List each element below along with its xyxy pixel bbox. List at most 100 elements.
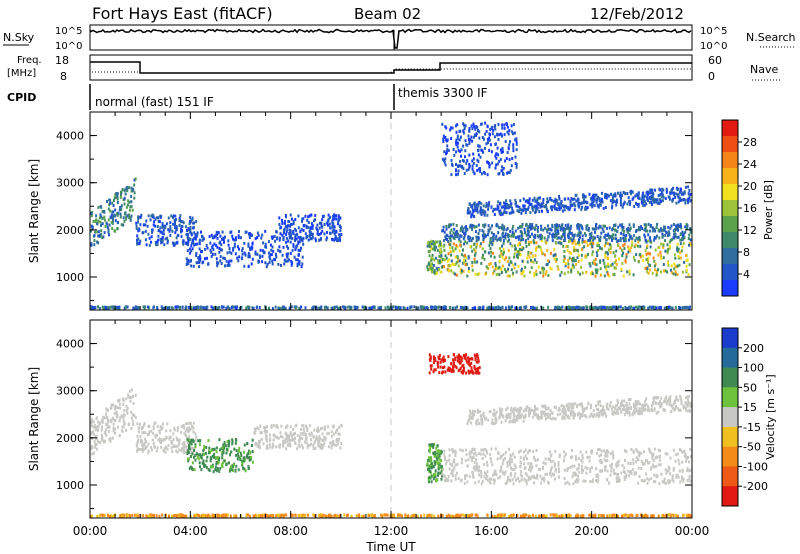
heatmap-cell — [215, 230, 218, 234]
heatmap-cell — [185, 305, 187, 309]
heatmap-cell — [571, 203, 574, 207]
heatmap-cell — [519, 207, 522, 211]
heatmap-cell — [244, 469, 247, 473]
heatmap-cell — [459, 159, 462, 163]
heatmap-cell — [511, 209, 514, 212]
heatmap-cell — [504, 270, 507, 274]
heatmap-cell — [96, 427, 99, 430]
heatmap-cell — [576, 248, 579, 252]
heatmap-cell — [633, 306, 636, 310]
heatmap-cell — [482, 204, 485, 208]
heatmap-cell — [471, 224, 474, 228]
heatmap-cell — [527, 206, 530, 210]
heatmap-cell — [442, 135, 445, 139]
heatmap-cell — [243, 450, 245, 454]
heatmap-cell — [580, 208, 583, 212]
heatmap-cell — [457, 141, 459, 145]
heatmap-cell — [494, 127, 497, 131]
heatmap-cell — [476, 209, 479, 213]
heatmap-cell — [480, 122, 483, 126]
heatmap-cell — [615, 305, 617, 309]
heatmap-cell — [182, 242, 185, 246]
heatmap-cell — [283, 305, 285, 309]
heatmap-cell — [339, 306, 342, 310]
heatmap-cell — [189, 455, 192, 458]
heatmap-cell — [477, 223, 480, 227]
heatmap-cell — [206, 305, 209, 309]
heatmap-cell — [515, 165, 518, 169]
heatmap-cell — [443, 479, 446, 482]
heatmap-cell — [150, 429, 153, 433]
heatmap-cell — [247, 465, 250, 469]
heatmap-cell — [434, 248, 437, 252]
heatmap-cell — [323, 232, 326, 236]
heatmap-cell — [159, 237, 162, 241]
heatmap-cell — [96, 221, 98, 225]
heatmap-cell — [669, 472, 672, 476]
heatmap-cell — [161, 426, 164, 430]
heatmap-cell — [143, 443, 145, 447]
heatmap-cell — [526, 457, 529, 461]
heatmap-cell — [581, 234, 584, 238]
heatmap-cell — [443, 230, 446, 234]
heatmap-cell — [540, 239, 543, 243]
heatmap-cell — [166, 239, 169, 243]
heatmap-cell — [116, 306, 119, 309]
heatmap-cell — [310, 213, 313, 217]
heatmap-cell — [482, 305, 485, 309]
heatmap-cell — [490, 241, 493, 245]
heatmap-cell — [645, 477, 648, 481]
heatmap-cell — [218, 458, 220, 462]
heatmap-cell — [535, 208, 538, 212]
heatmap-cell — [185, 427, 188, 431]
heatmap-cell — [543, 253, 546, 257]
heatmap-cell — [452, 222, 455, 226]
heatmap-cell — [245, 306, 248, 310]
heatmap-cell — [178, 438, 181, 442]
heatmap-cell — [516, 306, 519, 310]
heatmap-cell — [466, 480, 469, 484]
heatmap-cell — [651, 203, 653, 207]
heatmap-cell — [426, 265, 429, 269]
heatmap-cell — [562, 233, 564, 237]
heatmap-cell — [637, 481, 640, 485]
heatmap-cell — [582, 195, 584, 199]
heatmap-cell — [112, 429, 115, 433]
heatmap-cell — [642, 461, 644, 465]
heatmap-cell — [515, 255, 518, 258]
heatmap-cell — [489, 247, 492, 251]
heatmap-cell — [436, 248, 439, 252]
heatmap-cell — [672, 272, 675, 276]
heatmap-cell — [530, 466, 533, 470]
heatmap-cell — [212, 248, 215, 252]
heatmap-cell — [554, 223, 557, 227]
heatmap-cell — [423, 306, 426, 310]
heatmap-cell — [194, 438, 197, 442]
heatmap-cell — [527, 462, 530, 466]
heatmap-cell — [189, 259, 192, 263]
heatmap-cell — [238, 306, 241, 310]
heatmap-cell — [300, 427, 303, 431]
heatmap-cell — [468, 129, 471, 133]
heatmap-cell — [621, 205, 624, 209]
heatmap-cell — [471, 264, 474, 268]
heatmap-cell — [126, 305, 129, 309]
heatmap-cell — [234, 236, 237, 240]
heatmap-cell — [332, 215, 334, 219]
heatmap-cell — [589, 238, 591, 242]
heatmap-cell — [502, 239, 505, 243]
heatmap-cell — [184, 433, 187, 437]
heatmap-cell — [679, 238, 682, 242]
heatmap-cell — [456, 256, 459, 260]
heatmap-cell — [301, 437, 304, 441]
heatmap-cell — [608, 234, 611, 238]
heatmap-cell — [686, 479, 689, 482]
heatmap-cell — [262, 442, 265, 446]
heatmap-cell — [331, 237, 333, 241]
heatmap-cell — [451, 246, 454, 250]
heatmap-cell — [603, 458, 606, 462]
heatmap-cell — [651, 271, 654, 275]
heatmap-cell — [428, 456, 430, 460]
heatmap-cell — [439, 270, 442, 274]
heatmap-cell — [457, 148, 460, 152]
